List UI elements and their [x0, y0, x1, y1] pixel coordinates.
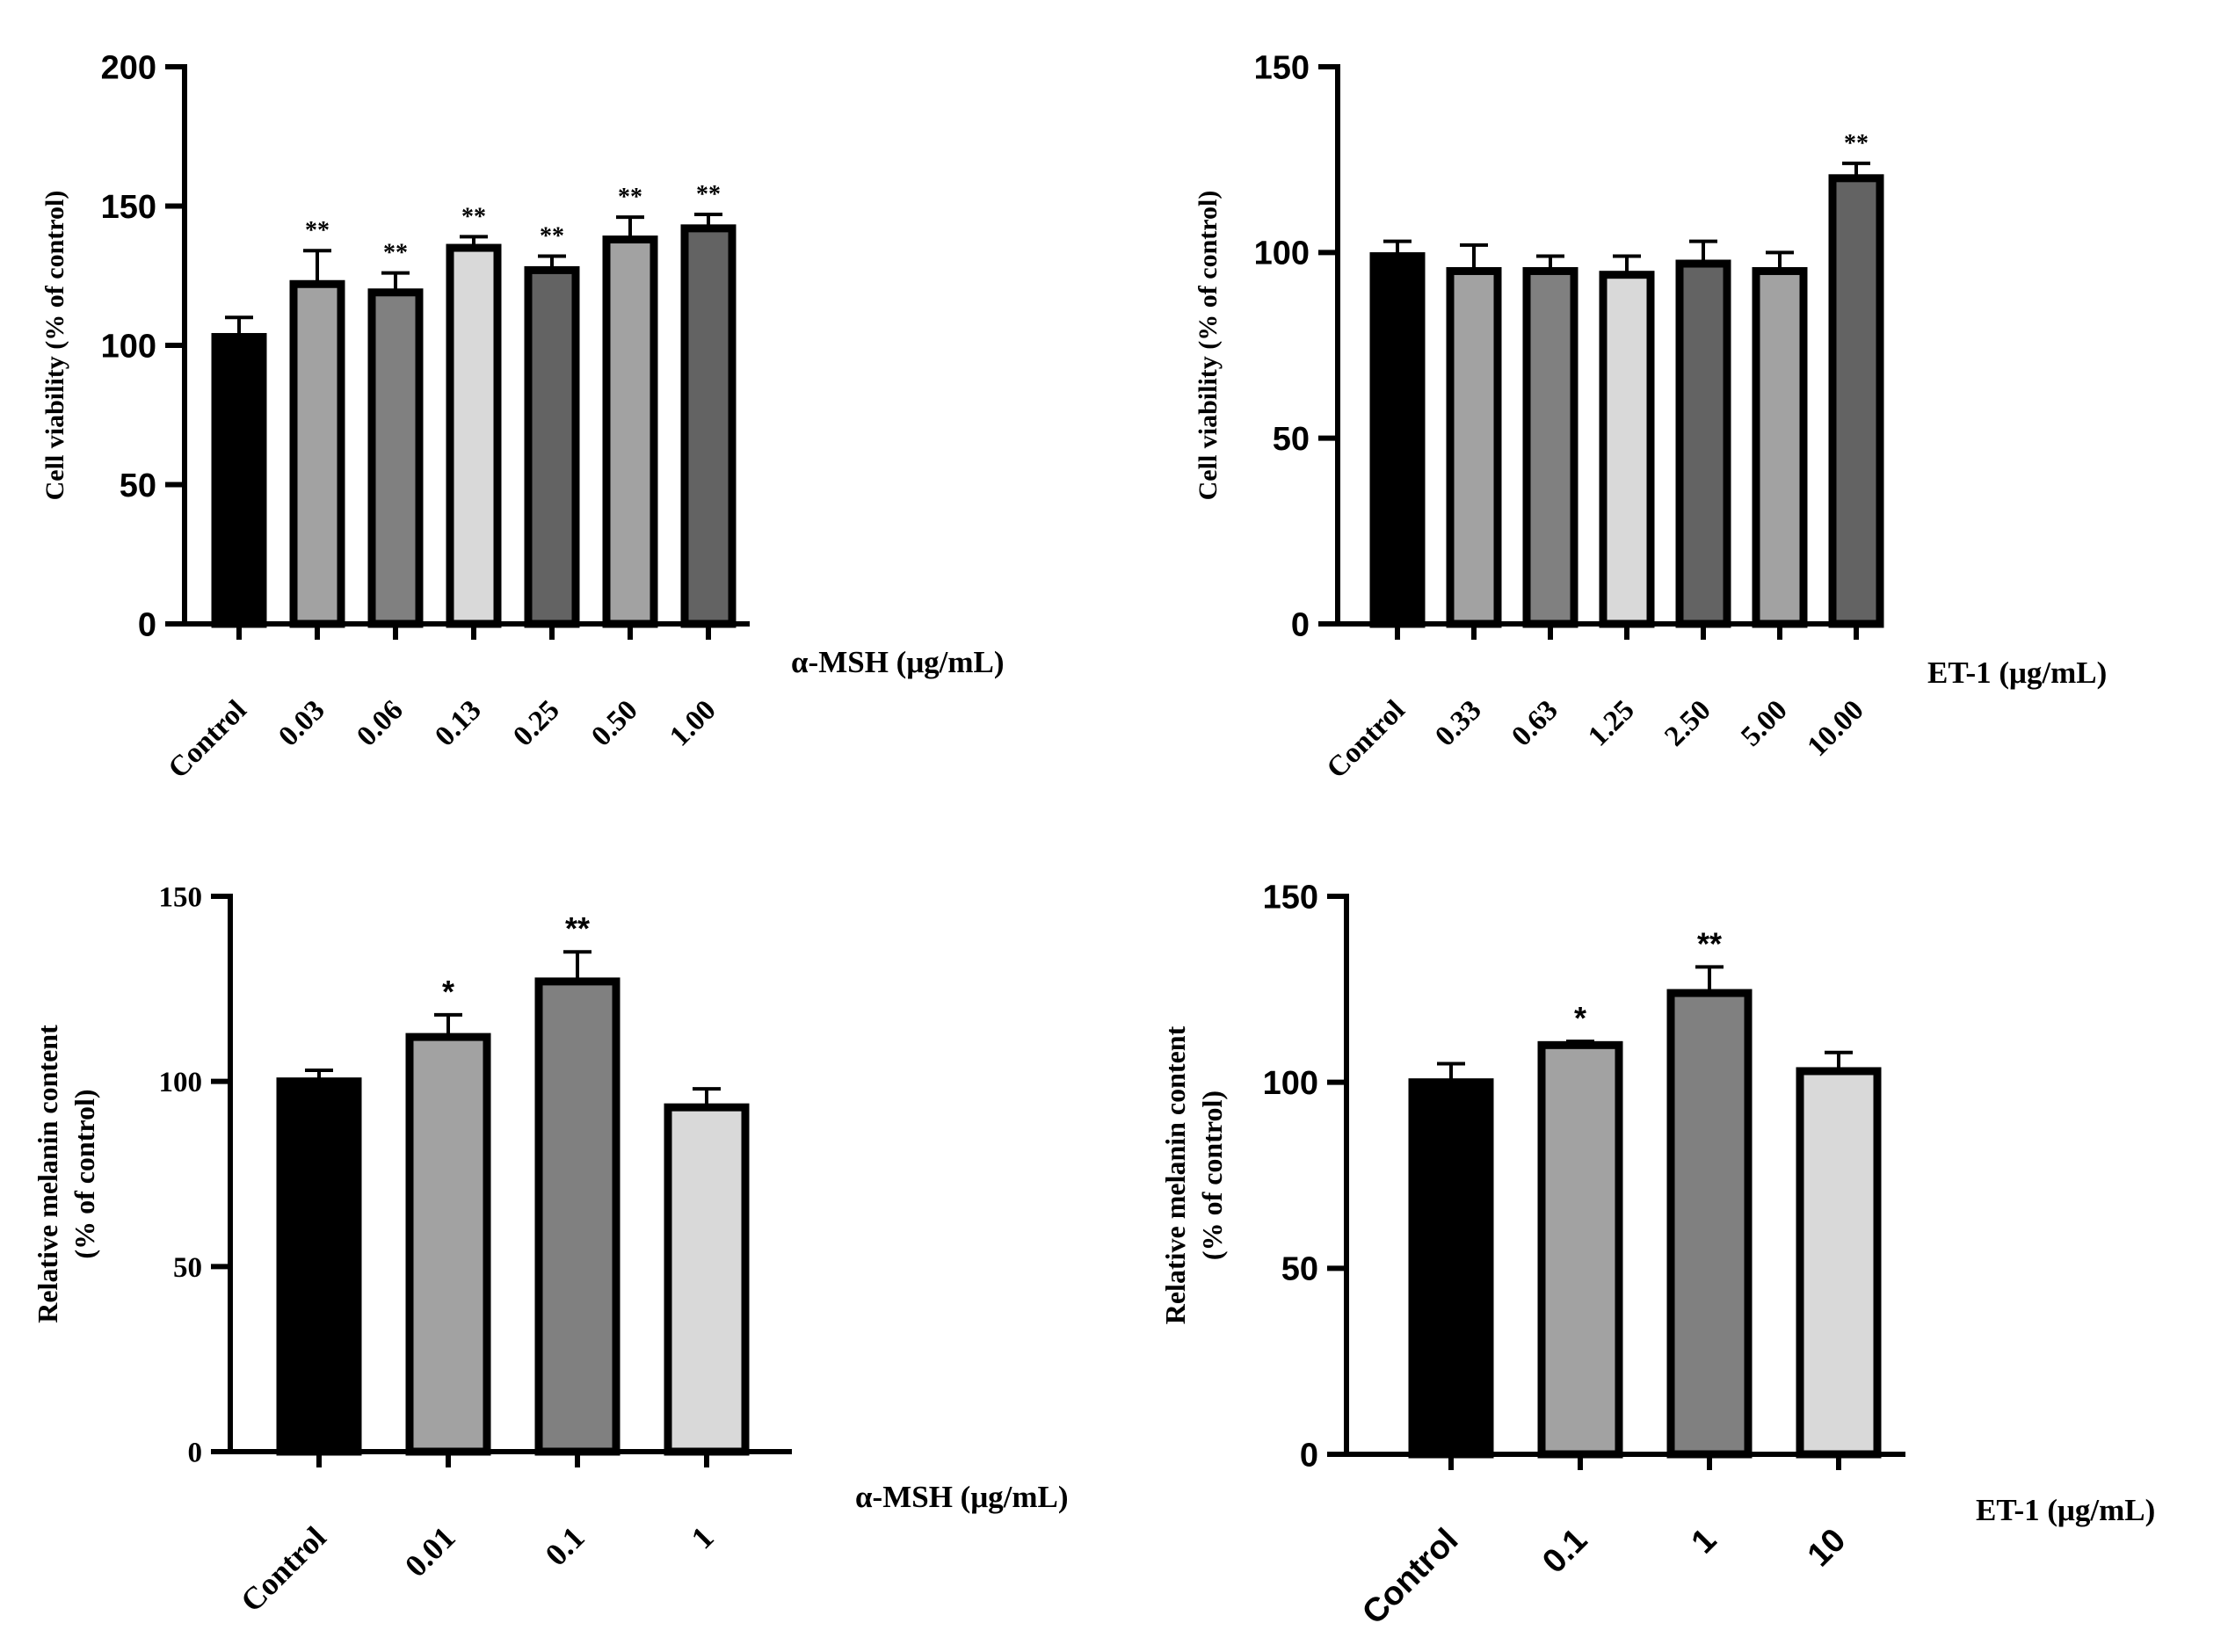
significance-label-1: ** — [305, 217, 330, 244]
x-tick-label-3: 0.13 — [429, 694, 487, 752]
y-axis-title: (% of control) — [1196, 1090, 1228, 1260]
significance-label-2: ** — [565, 910, 590, 946]
x-tick-label-3: 1 — [685, 1519, 721, 1555]
x-tick-label-6: 10.00 — [1802, 694, 1870, 763]
bar-1.00 — [680, 224, 737, 628]
significance-label-3: ** — [461, 203, 486, 230]
y-tick-label-4: 200 — [101, 49, 156, 86]
bar-Control — [276, 1077, 362, 1456]
y-axis-title: (% of control) — [69, 1089, 100, 1258]
bar-0.25 — [524, 265, 580, 628]
x-tick-label-4: 0.25 — [507, 694, 565, 752]
x-axis-title: ET-1 (μg/mL) — [1927, 656, 2107, 690]
panel-melanin-msh: Control * 0.01 ** 0.1 1 0 50 100 150 Relative mela… — [32, 882, 1069, 1619]
y-tick-label-2: 100 — [1254, 235, 1310, 272]
x-tick-label-0: Control — [234, 1519, 333, 1619]
x-tick-label-3: 1.25 — [1582, 694, 1640, 752]
x-axis-title: α-MSH (μg/mL) — [791, 645, 1005, 679]
y-axis-title: Relative melanin content — [32, 1025, 63, 1323]
significance-label-1: * — [442, 974, 454, 1010]
y-tick-label-2: 100 — [101, 328, 156, 365]
x-tick-label-5: 0.50 — [585, 694, 643, 752]
x-tick-label-1: 0.33 — [1429, 694, 1487, 752]
significance-label-5: ** — [618, 184, 642, 211]
x-tick-label-6: 1.00 — [664, 694, 722, 752]
bar-0.63 — [1522, 266, 1578, 628]
y-axis-title: Cell viability (% of control) — [1194, 191, 1223, 501]
x-tick-label-0: Control — [1321, 694, 1412, 785]
bar-0.06 — [367, 288, 424, 628]
bar-10.00 — [1828, 174, 1884, 628]
bar-1 — [1666, 989, 1753, 1459]
significance-label-1: * — [1574, 1000, 1586, 1036]
bar-5.00 — [1752, 266, 1808, 628]
bar-10 — [1796, 1067, 1882, 1459]
x-tick-label-2: 1 — [1685, 1522, 1724, 1561]
bar-2.50 — [1675, 259, 1731, 628]
x-axis-title: ET-1 (μg/mL) — [1976, 1493, 2155, 1527]
x-axis-title: α-MSH (μg/mL) — [855, 1480, 1069, 1514]
x-tick-label-0: Control — [1355, 1522, 1465, 1632]
significance-label-2: ** — [383, 240, 408, 267]
bar-Control — [1369, 252, 1426, 628]
x-tick-label-2: 0.06 — [351, 694, 409, 752]
x-tick-label-2: 0.1 — [539, 1519, 591, 1572]
y-tick-label-0: 0 — [1291, 606, 1310, 643]
bar-0.03 — [289, 279, 345, 628]
bar-Control — [1408, 1078, 1494, 1459]
bar-0.50 — [602, 235, 658, 628]
y-tick-label-0: 0 — [138, 606, 156, 643]
y-axis-title: Cell viability (% of control) — [40, 191, 69, 501]
panel-viability-msh: Control ** 0.03 ** 0.06 ** 0.13 ** 0.25 ** 0.50 ** 1… — [40, 49, 1005, 785]
x-tick-label-3: 10 — [1801, 1522, 1854, 1575]
y-tick-label-0: 0 — [1300, 1437, 1318, 1474]
x-tick-label-5: 5.00 — [1735, 694, 1793, 752]
significance-label-6: ** — [696, 181, 721, 208]
y-tick-label-1: 50 — [120, 467, 156, 504]
y-tick-label-2: 100 — [1263, 1065, 1318, 1102]
y-tick-label-1: 50 — [173, 1252, 202, 1284]
x-tick-label-1: 0.03 — [272, 694, 330, 752]
y-tick-label-1: 50 — [1273, 421, 1310, 458]
x-tick-label-1: 0.01 — [398, 1519, 462, 1583]
y-tick-label-3: 150 — [1254, 49, 1310, 86]
bar-0.13 — [446, 243, 502, 628]
y-tick-label-0: 0 — [188, 1438, 203, 1469]
significance-label-4: ** — [540, 223, 564, 250]
bar-0.1 — [534, 977, 621, 1456]
bar-Control — [211, 332, 267, 628]
y-axis-title: Relative melanin content — [1159, 1025, 1191, 1324]
bar-1.25 — [1599, 271, 1655, 628]
x-tick-label-4: 2.50 — [1658, 694, 1716, 752]
x-tick-label-1: 0.1 — [1535, 1522, 1594, 1581]
x-tick-label-0: Control — [163, 694, 253, 785]
significance-label-2: ** — [1697, 925, 1722, 961]
y-tick-label-1: 50 — [1281, 1251, 1318, 1288]
bar-0.1 — [1537, 1040, 1623, 1459]
panel-viability-et1: Control 0.33 0.63 1.25 2.50 5.00 ** 10.00 0 50 100… — [1194, 49, 2107, 785]
y-tick-label-3: 150 — [1263, 879, 1318, 916]
x-tick-label-2: 0.63 — [1506, 694, 1564, 752]
y-tick-label-3: 150 — [101, 189, 156, 226]
y-tick-label-2: 100 — [159, 1067, 203, 1098]
bar-0.33 — [1446, 266, 1502, 628]
bar-0.01 — [405, 1032, 491, 1456]
bar-1 — [664, 1103, 750, 1456]
y-tick-label-3: 150 — [159, 882, 203, 914]
significance-label-6: ** — [1844, 130, 1869, 157]
